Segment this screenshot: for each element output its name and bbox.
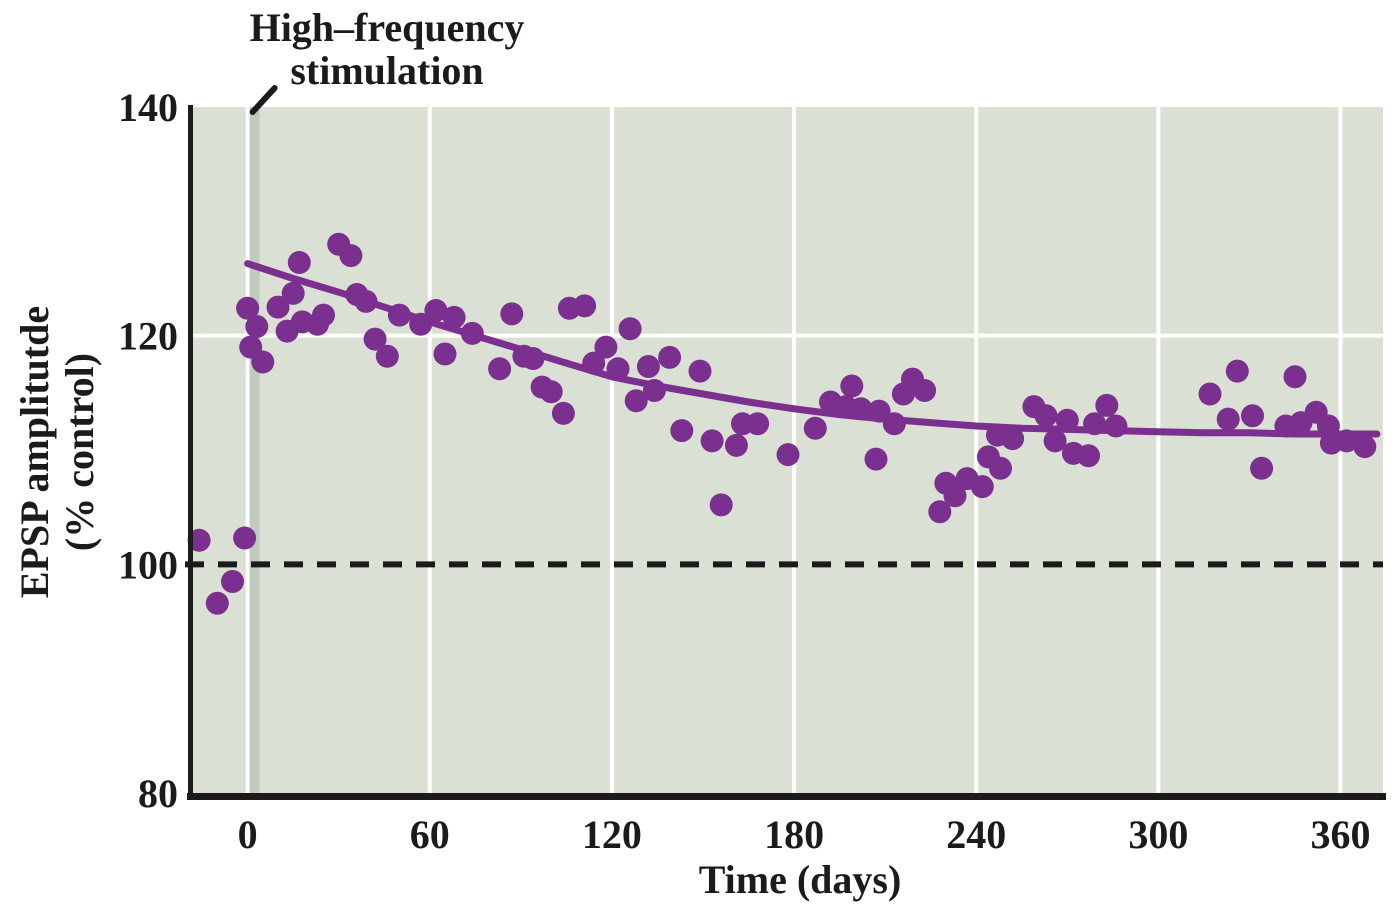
data-point	[433, 342, 457, 366]
data-point	[424, 299, 448, 322]
data-point	[573, 294, 597, 318]
data-point	[287, 251, 311, 274]
data-point	[1353, 435, 1377, 459]
data-point	[1034, 404, 1058, 428]
data-point	[624, 389, 648, 413]
axes-layer	[187, 105, 1386, 800]
data-point	[970, 475, 994, 499]
data-point	[236, 296, 260, 320]
data-point	[245, 315, 269, 338]
stimulation-marker-band	[249, 107, 260, 793]
data-point	[488, 357, 512, 381]
data-point	[840, 374, 864, 398]
data-point	[266, 295, 290, 319]
data-point	[339, 244, 363, 268]
data-point	[221, 570, 244, 593]
data-point	[442, 305, 466, 329]
data-point	[989, 456, 1012, 480]
data-point	[658, 345, 682, 369]
y-axis-title: EPSP amplitutde (% control)	[12, 172, 104, 732]
y-tick-label: 100	[118, 542, 178, 587]
data-series-layer	[187, 232, 1381, 615]
x-tick-label: 180	[764, 812, 824, 857]
data-point	[618, 317, 642, 341]
trend-curve	[244, 260, 1381, 438]
data-point	[1216, 407, 1240, 431]
data-point	[1198, 382, 1222, 406]
annotation-pointer-layer	[249, 85, 278, 115]
gridlines-layer	[193, 107, 1383, 793]
data-point	[746, 412, 770, 436]
data-point	[803, 416, 827, 440]
data-point	[281, 281, 305, 305]
data-point	[670, 419, 694, 443]
data-point	[205, 591, 229, 615]
x-tick-label: 360	[1311, 812, 1371, 857]
data-point	[500, 302, 524, 326]
data-point	[1095, 393, 1119, 417]
x-tick-label: 0	[238, 812, 258, 857]
x-tick-label: 60	[410, 812, 450, 857]
data-point	[1043, 429, 1067, 453]
data-point	[233, 526, 257, 550]
data-point	[251, 350, 275, 374]
data-point	[594, 335, 618, 359]
annotation-line-2: stimulation	[290, 48, 484, 93]
data-point	[913, 379, 937, 402]
data-point	[636, 355, 660, 378]
data-point	[700, 429, 724, 453]
data-point	[551, 401, 575, 425]
annotation-pointer-line	[249, 85, 278, 115]
data-point	[864, 447, 888, 471]
data-point	[1077, 444, 1100, 468]
x-tick-label: 240	[946, 812, 1006, 857]
x-tick-label: 120	[582, 812, 642, 857]
data-point	[539, 380, 563, 404]
data-point	[1225, 359, 1249, 383]
data-point	[1283, 365, 1307, 389]
data-point	[688, 359, 712, 383]
stimulation-band-layer	[249, 107, 260, 793]
data-point	[1250, 456, 1274, 480]
y-tick-label: 80	[138, 771, 178, 816]
data-point	[312, 303, 335, 327]
data-point	[1241, 404, 1264, 428]
x-axis-title: Time (days)	[698, 857, 902, 902]
data-point	[375, 344, 399, 368]
y-tick-label: 120	[118, 314, 178, 359]
data-point	[943, 484, 967, 508]
data-point	[709, 493, 733, 517]
annotation-line-1: High–frequency	[249, 5, 525, 50]
data-point	[724, 433, 748, 457]
data-point	[363, 327, 387, 351]
data-point	[1001, 427, 1025, 451]
y-axis-title-line-1: EPSP amplitutde	[12, 305, 57, 599]
data-point	[187, 528, 211, 552]
stimulation-annotation: High–frequency stimulation	[187, 6, 587, 92]
x-tick-label: 300	[1128, 812, 1188, 857]
data-point	[776, 443, 800, 467]
data-point	[928, 500, 952, 524]
y-axis-title-line-2: (% control)	[57, 352, 102, 552]
y-tick-label: 140	[118, 85, 178, 130]
tick-labels-layer: 80 100 120 140 0 60 120 180 240 300 360	[118, 85, 1371, 857]
